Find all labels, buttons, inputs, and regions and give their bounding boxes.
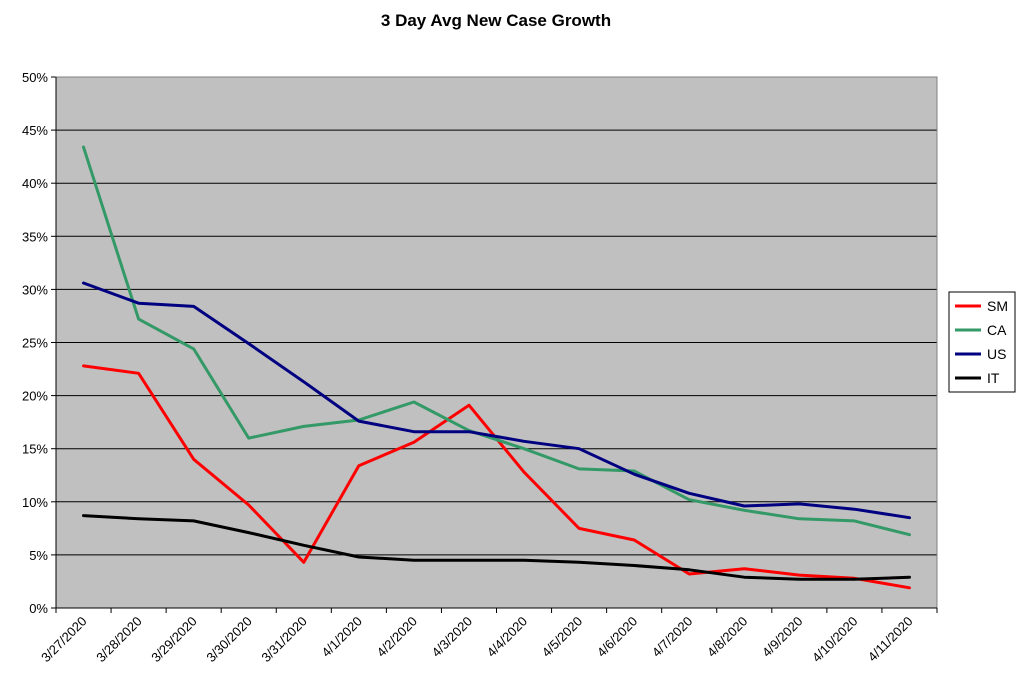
series-line-ca: [82, 145, 911, 537]
x-tick-label: 4/7/2020: [649, 614, 695, 660]
x-tick-label: 4/3/2020: [429, 614, 475, 660]
y-tick-label: 20%: [22, 389, 48, 404]
x-tick-label: 4/5/2020: [539, 614, 585, 660]
x-tick-label: 3/28/2020: [93, 614, 145, 666]
x-tick-label: 3/30/2020: [203, 614, 255, 666]
legend-label-sm: SM: [987, 298, 1008, 314]
legend-label-us: US: [987, 346, 1006, 362]
y-tick-label: 30%: [22, 282, 48, 297]
legend-label-it: IT: [987, 370, 1000, 386]
y-tick-label: 35%: [22, 229, 48, 244]
x-tick-label: 3/27/2020: [38, 614, 90, 666]
x-tick-label: 4/9/2020: [759, 614, 805, 660]
series-line-us: [82, 281, 911, 520]
x-tick-label: 4/10/2020: [809, 614, 861, 666]
y-tick-label: 40%: [22, 176, 48, 191]
y-tick-label: 15%: [22, 442, 48, 457]
x-tick-label: 4/11/2020: [865, 614, 916, 665]
plot-area: 0% 5% 10% 15% 20% 25% 30% 35% 40% 45% 50% 3/27/2020…: [22, 70, 938, 666]
x-tick-label: 3/31/2020: [258, 614, 310, 666]
chart-title: 3 Day Avg New Case Growth: [381, 11, 611, 30]
x-tick-label: 4/4/2020: [484, 614, 530, 660]
legend: SM CA US IT: [948, 291, 1016, 393]
x-tick-label: 4/8/2020: [704, 614, 750, 660]
x-tick-label: 4/1/2020: [319, 614, 365, 660]
y-tick-label: 0%: [29, 601, 48, 616]
x-tick-label: 3/29/2020: [148, 614, 200, 666]
y-tick-label: 25%: [22, 336, 48, 351]
x-tick-label: 4/2/2020: [374, 614, 420, 660]
y-tick-label: 5%: [29, 548, 48, 563]
y-tick-label: 50%: [22, 70, 48, 85]
y-tick-label: 10%: [22, 495, 48, 510]
legend-label-ca: CA: [987, 322, 1007, 338]
y-tick-label: 45%: [22, 123, 48, 138]
series-line-it: [82, 514, 911, 581]
x-tick-label: 4/6/2020: [594, 614, 640, 660]
legend-box: [948, 291, 1016, 393]
